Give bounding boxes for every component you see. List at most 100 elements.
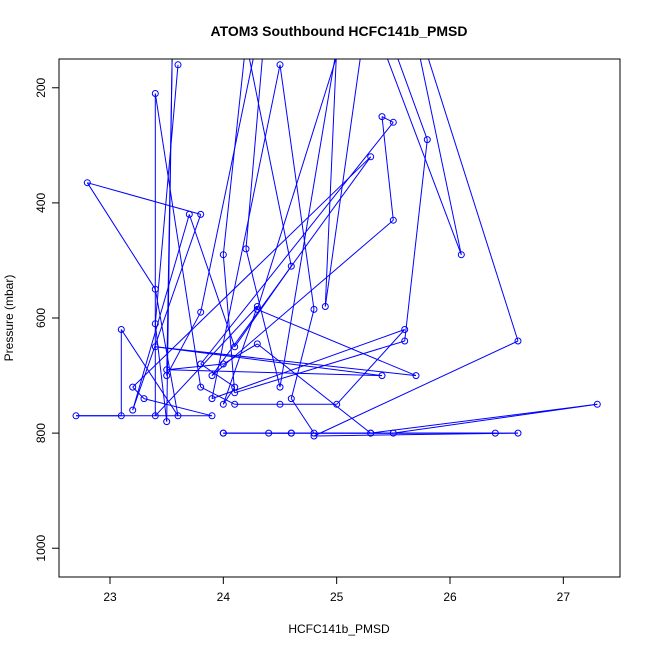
data-point: [242, 245, 250, 253]
series-line-segment: [166, 311, 202, 376]
data-point: [151, 90, 159, 97]
x-tick-label: 26: [443, 590, 457, 604]
data-point: [253, 340, 261, 348]
data-point: [197, 383, 205, 391]
data-point: [321, 303, 329, 310]
series-line-segment: [155, 346, 417, 377]
series-line-segment: [222, 59, 245, 255]
axes-layer: 23 24 25 26 27 200 400 600 800 1000: [34, 77, 570, 604]
data-point: [72, 412, 80, 420]
series-line-segment: [336, 329, 406, 405]
data-point: [310, 305, 318, 313]
series-line-segment: [256, 343, 372, 434]
data-point: [208, 372, 216, 380]
y-tick-label: 600: [34, 308, 48, 328]
data-point: [197, 308, 205, 316]
data-point: [163, 418, 171, 426]
data-point: [389, 429, 397, 437]
data-point: [253, 305, 261, 313]
series-line-segment: [234, 340, 405, 394]
y-tick-label: 400: [34, 193, 48, 213]
series-line-segment: [166, 59, 173, 376]
data-point: [333, 400, 341, 408]
data-point: [287, 429, 295, 437]
data-point: [253, 303, 261, 310]
series-line-segment: [154, 289, 179, 416]
series-line-segment: [313, 340, 519, 437]
data-point: [287, 262, 295, 270]
series-line-segment: [397, 59, 428, 140]
data-point: [378, 372, 386, 380]
data-point: [367, 429, 375, 437]
data-point: [265, 429, 273, 437]
series-line-segment: [211, 156, 372, 376]
series-layer: [72, 59, 601, 440]
data-point: [83, 179, 91, 187]
series-line-segment: [87, 182, 201, 215]
series-line-segment: [222, 306, 258, 405]
data-point: [514, 337, 522, 345]
x-axis-label: HCFC141b_PMSD: [288, 622, 390, 636]
data-point: [197, 360, 205, 368]
series-line-segment: [154, 93, 202, 388]
series-line-segment: [154, 306, 258, 417]
data-point: [231, 400, 239, 408]
series-line-segment: [200, 386, 235, 405]
x-tick-label: 24: [217, 590, 231, 604]
data-point: [219, 251, 227, 259]
data-point: [174, 412, 182, 420]
data-point: [491, 429, 499, 437]
data-point: [117, 326, 125, 333]
data-point: [208, 412, 216, 420]
series-line-segment: [86, 182, 156, 290]
series-line-segment: [404, 139, 428, 342]
data-point: [310, 429, 318, 437]
data-point: [310, 432, 318, 440]
y-tick-label: 200: [34, 77, 48, 97]
series-line-segment: [248, 59, 292, 267]
data-point: [140, 395, 148, 403]
plot-frame: [58, 58, 621, 578]
data-point: [197, 210, 205, 218]
x-tick-label: 27: [557, 590, 571, 604]
series-line-segment: [370, 403, 598, 434]
data-point: [276, 400, 284, 408]
data-point: [219, 429, 227, 437]
data-point: [401, 326, 409, 333]
series-line-segment: [381, 116, 394, 123]
data-point: [117, 412, 125, 420]
y-axis-label: Pressure (mbar): [2, 275, 16, 362]
x-tick-label: 25: [330, 590, 344, 604]
data-point: [389, 118, 397, 126]
y-tick-label: 1000: [34, 535, 48, 562]
data-point: [151, 320, 159, 328]
series-line-segment: [200, 363, 235, 388]
series-line-segment: [166, 363, 224, 371]
series-line-segment: [419, 59, 462, 255]
series-line-segment: [211, 64, 281, 399]
data-point: [423, 136, 431, 144]
data-point: [276, 61, 284, 69]
chart-title: ATOM3 Southbound HCFC141b_PMSD: [211, 23, 468, 39]
data-point: [129, 406, 137, 414]
series-line-segment: [386, 59, 462, 255]
series-line-segment: [223, 343, 258, 365]
series-line-segment: [427, 59, 519, 342]
data-point: [276, 383, 284, 391]
series-line-segment: [132, 214, 202, 411]
series-line-segment: [290, 398, 315, 434]
data-point: [129, 383, 137, 391]
series-line-segment: [155, 346, 383, 377]
data-point: [151, 412, 159, 420]
series-line-segment: [222, 254, 236, 393]
data-point: [208, 395, 216, 403]
data-point: [185, 210, 193, 218]
data-point: [457, 251, 465, 259]
y-tick-label: 800: [34, 423, 48, 443]
series-line-segment: [245, 59, 263, 249]
data-point: [593, 400, 601, 408]
data-point: [151, 343, 159, 351]
series-line-segment: [324, 59, 361, 307]
